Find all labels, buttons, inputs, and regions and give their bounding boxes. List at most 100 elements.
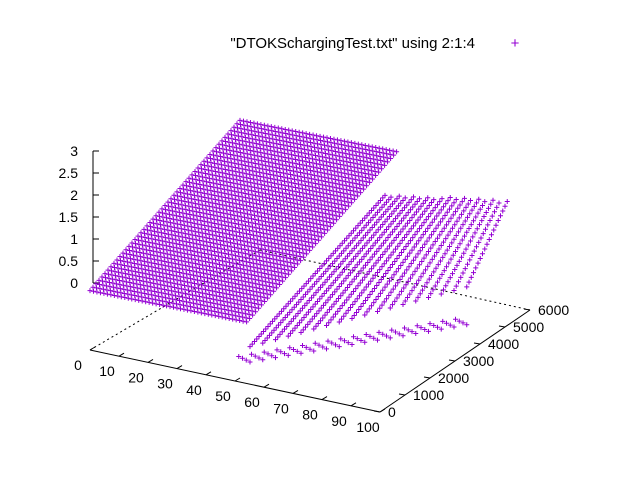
data-point — [427, 260, 433, 266]
data-point — [368, 245, 374, 251]
data-point — [345, 243, 351, 249]
data-point — [405, 327, 411, 333]
data-point — [435, 235, 440, 241]
data-point — [331, 220, 337, 226]
data-point — [472, 230, 478, 236]
data-point — [383, 237, 389, 243]
data-point — [366, 220, 371, 226]
data-point — [464, 322, 470, 328]
data-point — [380, 221, 386, 227]
data-point — [423, 217, 429, 223]
data-point — [489, 213, 495, 219]
data-point — [341, 248, 347, 254]
data-point — [273, 337, 278, 343]
data-point — [125, 295, 131, 301]
data-point — [260, 357, 266, 363]
data-point — [320, 282, 326, 288]
data-point — [343, 310, 349, 316]
data-point — [118, 294, 124, 300]
data-point — [391, 237, 397, 243]
data-point — [365, 230, 371, 236]
data-point — [436, 210, 442, 216]
data-point — [465, 261, 470, 267]
data-point — [464, 229, 470, 235]
data-point — [352, 264, 358, 270]
data-point — [341, 278, 347, 284]
data-point — [311, 326, 317, 332]
data-point — [256, 305, 262, 311]
data-point — [384, 226, 389, 232]
data-point — [355, 283, 361, 289]
data-point — [468, 197, 473, 203]
data-point — [387, 278, 392, 284]
data-point — [429, 232, 434, 238]
y-tick-label: 1000 — [413, 387, 444, 403]
data-point — [406, 199, 412, 205]
data-point — [429, 200, 434, 206]
data-point — [319, 234, 325, 240]
data-point — [327, 307, 332, 313]
data-point — [323, 300, 329, 306]
data-point — [423, 198, 428, 204]
data-point — [404, 267, 410, 273]
data-point — [306, 278, 311, 284]
data-point — [258, 331, 264, 337]
data-point — [426, 328, 431, 334]
data-point — [253, 309, 259, 315]
y-tick-mark — [398, 393, 406, 396]
data-point — [416, 277, 422, 283]
data-point — [435, 202, 440, 208]
data-point — [267, 332, 272, 338]
data-point — [375, 269, 380, 275]
data-point — [427, 222, 433, 228]
data-point — [366, 269, 372, 275]
data-point — [370, 215, 376, 221]
data-point — [370, 275, 376, 281]
data-point — [402, 298, 408, 304]
data-point — [362, 274, 368, 280]
data-point — [348, 304, 353, 310]
data-point — [389, 240, 395, 246]
data-point — [372, 286, 377, 292]
data-point — [354, 273, 359, 279]
data-point — [252, 353, 258, 359]
data-point — [414, 209, 419, 215]
data-point — [498, 213, 503, 219]
data-point — [477, 222, 482, 228]
data-point — [382, 284, 388, 290]
data-point — [331, 301, 337, 307]
data-point — [390, 302, 395, 308]
data-point — [312, 271, 318, 277]
data-point — [471, 248, 477, 254]
data-point — [356, 240, 362, 246]
data-point — [307, 346, 313, 352]
data-point — [321, 302, 326, 308]
data-point — [399, 288, 404, 294]
data-point — [402, 223, 408, 229]
data-point — [449, 203, 455, 209]
x-tick-label: 60 — [244, 394, 260, 410]
data-point — [349, 341, 355, 347]
data-point — [307, 247, 313, 253]
data-point — [363, 284, 369, 290]
data-point — [318, 284, 323, 290]
data-point — [160, 302, 166, 308]
data-point — [440, 318, 446, 324]
data-point — [410, 235, 416, 241]
data-point — [354, 336, 360, 342]
data-point — [414, 323, 420, 329]
data-point — [457, 241, 463, 247]
data-point — [323, 268, 329, 274]
data-point — [267, 321, 273, 327]
data-point — [369, 208, 374, 214]
data-point — [292, 264, 298, 270]
data-point — [363, 332, 369, 338]
data-point — [101, 290, 107, 296]
x-tick-mark — [321, 396, 328, 401]
data-point — [324, 346, 329, 352]
data-point — [369, 289, 375, 295]
data-point — [422, 208, 428, 214]
data-point — [447, 229, 453, 235]
data-point — [361, 186, 367, 192]
data-point — [408, 226, 414, 232]
